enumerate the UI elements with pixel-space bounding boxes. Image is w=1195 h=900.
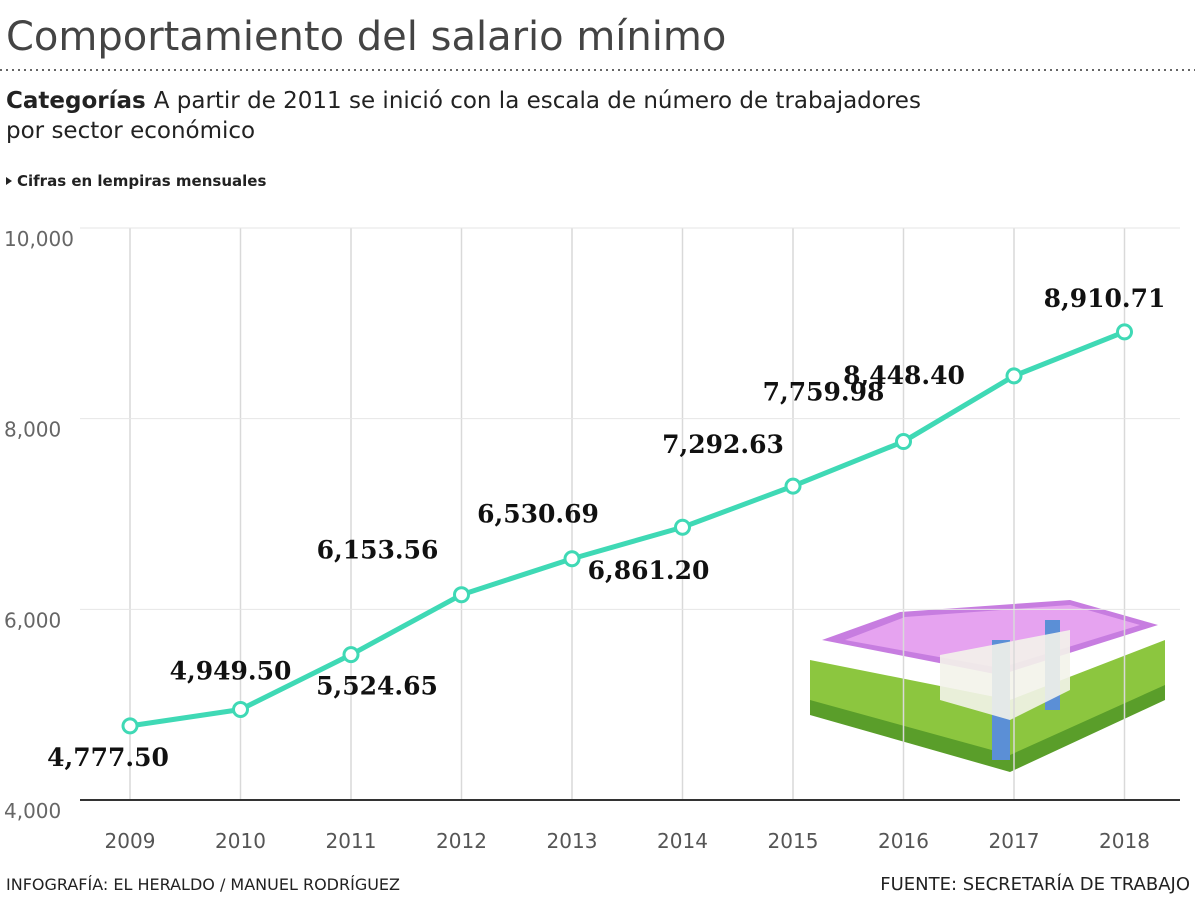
data-label: 8,448.40 [843,361,965,390]
data-label: 5,524.65 [316,672,438,701]
bullet [6,177,12,185]
credit: INFOGRAFÍA: EL HERALDO / MANUEL RODRÍGUE… [6,875,400,894]
x-tick-label: 2017 [989,829,1040,853]
point [674,518,691,536]
source: FUENTE: SECRETARÍA DE TRABAJO [880,873,1190,895]
subtitle: Categorías A partir de 2011 se inició con… [6,88,921,114]
x-tick-label: 2014 [657,829,708,853]
point [453,586,470,604]
point [342,646,360,664]
chart-title: Comportamiento del salario mínimo [6,14,726,60]
line [129,329,1126,729]
data-label: 7,759.98 [763,378,885,407]
subtitle-line2: por sector económico [6,118,255,144]
x-tick-label: 2010 [215,829,266,853]
x-tick-label: 2012 [436,829,487,853]
point [784,477,802,495]
note: Cifras en lempiras mensuales [17,172,266,190]
y-tick-label: 8,000 [4,418,61,442]
subtitle-text: A partir de 2011 se inició con la escala… [154,88,921,114]
x-tick-label: 2009 [105,829,156,853]
point [1116,323,1133,341]
x-tick-label: 2011 [326,829,377,853]
y-tick-label: 4,000 [4,799,61,823]
point [1005,367,1023,385]
data-label: 4,949.50 [170,656,292,685]
x-tick-label: 2016 [878,829,929,853]
y-tick-label: 6,000 [4,608,61,632]
x-tick-label: 2015 [768,829,819,853]
point [895,433,912,451]
data-label: 8,910.71 [1044,284,1166,313]
x-tick-label: 2018 [1099,829,1150,853]
data-label: 6,861.20 [588,556,710,585]
data-label: 6,530.69 [477,500,599,529]
subtitle-lead: Categorías [6,88,146,114]
point [232,700,249,718]
point [563,550,581,568]
data-label: 6,153.56 [317,536,439,565]
point [121,717,139,735]
data-label: 7,292.63 [662,430,784,459]
y-tick-label: 10,000 [4,227,74,251]
x-tick-label: 2013 [547,829,598,853]
money-illustration [810,600,1165,772]
data-label: 4,777.50 [47,743,169,772]
